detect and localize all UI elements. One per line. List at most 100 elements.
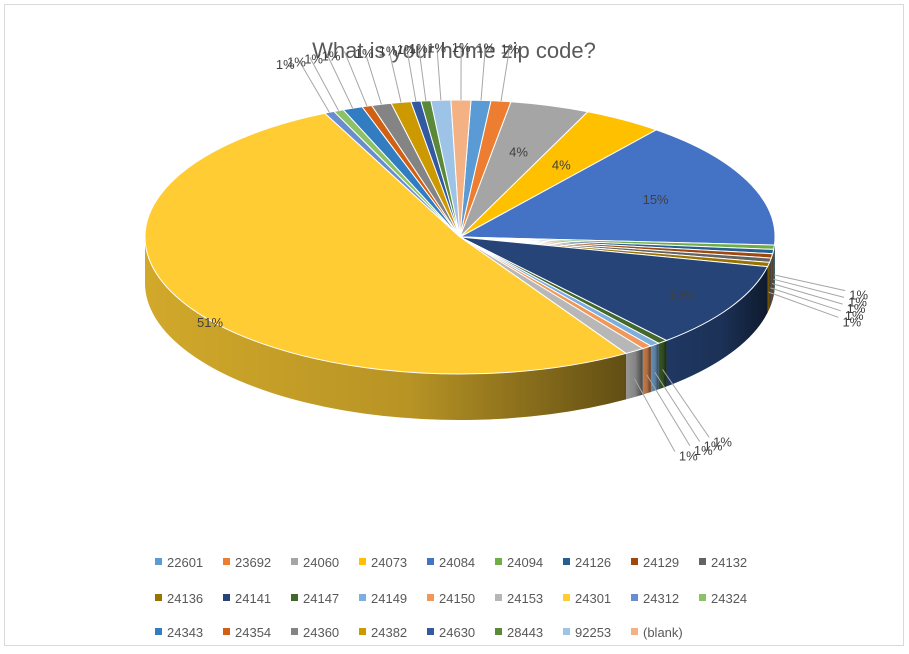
- leader-line-22601: [480, 43, 487, 101]
- legend-label-24126: 24126: [575, 555, 611, 570]
- slice-24141[interactable]: [459, 236, 769, 342]
- data-label-24094: 1%: [849, 288, 868, 303]
- legend-swatch-24149: [359, 594, 366, 601]
- data-label-24060: 4%: [509, 145, 528, 160]
- side-24094-shade: [773, 245, 775, 296]
- legend-label-24060: 24060: [303, 555, 339, 570]
- legend-label-blank: (blank): [643, 625, 683, 640]
- legend-label-24136: 24136: [167, 591, 203, 606]
- legend-label-24382: 24382: [371, 625, 407, 640]
- leader-line-24094: [774, 274, 846, 292]
- legend-label-24153: 24153: [507, 591, 543, 606]
- data-label-24132: 1%: [845, 308, 864, 323]
- side-24129-shade: [771, 253, 773, 305]
- data-label-24150: 1%: [694, 443, 713, 458]
- legend-label-28443: 28443: [507, 625, 543, 640]
- leader-line-24153: [634, 378, 676, 452]
- side-24150-shade: [642, 345, 651, 395]
- slice-24301[interactable]: [144, 112, 628, 375]
- side-24147-shade: [658, 340, 667, 390]
- leader-line-24343: [326, 54, 354, 109]
- data-label-92253: 1%: [427, 40, 446, 55]
- pie-slices: [144, 99, 776, 375]
- legend-label-22601: 22601: [167, 555, 203, 570]
- chart-title: What is your home zip code?: [312, 38, 596, 63]
- data-label-24141: 10%: [669, 287, 695, 302]
- legend-label-24073: 24073: [371, 555, 407, 570]
- leader-line-24312: [298, 59, 330, 113]
- legend-label-24149: 24149: [371, 591, 407, 606]
- side-24126-shade: [772, 249, 774, 300]
- legend-swatch-blank: [631, 628, 638, 635]
- data-label-28443: 1%: [409, 41, 428, 56]
- side-24141-shade: [666, 266, 768, 387]
- side-24084-shade: [774, 237, 775, 292]
- data-label-24324: 1%: [287, 55, 306, 70]
- legend-label-24324: 24324: [711, 591, 747, 606]
- leader-line-24382: [387, 46, 402, 103]
- side-24149-shade: [650, 343, 659, 392]
- legend-swatch-24132: [699, 558, 706, 565]
- data-label-23692: 1%: [501, 42, 520, 57]
- leader-line-24354: [343, 51, 368, 107]
- legend-label-24084: 24084: [439, 555, 475, 570]
- leader-lines: [298, 42, 846, 452]
- legend-swatch-24153: [495, 594, 502, 601]
- legend-swatch-24150: [427, 594, 434, 601]
- legend-swatch-24354: [223, 628, 230, 635]
- leader-line-24324: [309, 57, 340, 111]
- legend-label-24312: 24312: [643, 591, 679, 606]
- legend-swatch-24060: [291, 558, 298, 565]
- data-label-24153: 1%: [679, 449, 698, 464]
- data-label-24343: 1%: [304, 51, 323, 66]
- legend-label-24147: 24147: [303, 591, 339, 606]
- legend-swatch-24343: [155, 628, 162, 635]
- legend-swatch-24126: [563, 558, 570, 565]
- data-label-22601: 1%: [476, 40, 495, 55]
- legend-swatch-24324: [699, 594, 706, 601]
- legend-label-23692: 23692: [235, 555, 271, 570]
- leader-line-24150: [646, 374, 691, 447]
- legend-swatch-24360: [291, 628, 298, 635]
- leader-line-24147: [662, 369, 710, 438]
- slice-blank[interactable]: [450, 99, 472, 238]
- pie-chart: What is your home zip code? 1% 1%4%4%15%1…: [144, 38, 868, 640]
- data-label-24630: 1%: [397, 42, 416, 57]
- legend-label-24129: 24129: [643, 555, 679, 570]
- legend-label-24360: 24360: [303, 625, 339, 640]
- leader-line-24126: [773, 278, 845, 298]
- legend-label-92253: 92253: [575, 625, 611, 640]
- legend-swatch-24312: [631, 594, 638, 601]
- leader-line-24132: [770, 287, 841, 312]
- chart-area: What is your home zip code? 1% 1% 4% 4% 15% 1…: [4, 4, 904, 646]
- slice-24084[interactable]: [458, 129, 776, 246]
- legend-swatch-24084: [427, 558, 434, 565]
- data-label-24147: 1%: [713, 434, 732, 449]
- leader-line-24630: [405, 44, 417, 102]
- legend-label-24132: 24132: [711, 555, 747, 570]
- legend-swatch-28443: [495, 628, 502, 635]
- legend-swatch-92253: [563, 628, 570, 635]
- legend-label-24354: 24354: [235, 625, 271, 640]
- legend-swatch-24630: [427, 628, 434, 635]
- data-label-24084: 15%: [643, 192, 669, 207]
- legend-swatch-24136: [155, 594, 162, 601]
- side-24153-shade: [626, 348, 643, 400]
- data-label-24126: 1%: [848, 294, 867, 309]
- side-24132-shade: [769, 258, 772, 309]
- legend-swatch-24141: [223, 594, 230, 601]
- data-label-blank: 1%: [452, 40, 471, 55]
- side-24301-shade: [145, 237, 627, 420]
- leader-line-23692: [500, 44, 511, 102]
- legend-label-24301: 24301: [575, 591, 611, 606]
- data-labels: 1% 1%4%4%15%1%1%1%1%1%10%1%1%1%1%51%1%1%1…: [197, 40, 868, 464]
- data-label-24312: 1%: [276, 57, 295, 72]
- data-label-24360: 1%: [355, 46, 374, 61]
- data-label-24073: 4%: [552, 157, 571, 172]
- legend-label-24094: 24094: [507, 555, 543, 570]
- pie-sides: [145, 237, 775, 420]
- leader-line-92253: [436, 43, 442, 101]
- data-label-24301: 51%: [197, 315, 223, 330]
- legend-swatch-24147: [291, 594, 298, 601]
- data-label-24354: 1%: [322, 48, 341, 63]
